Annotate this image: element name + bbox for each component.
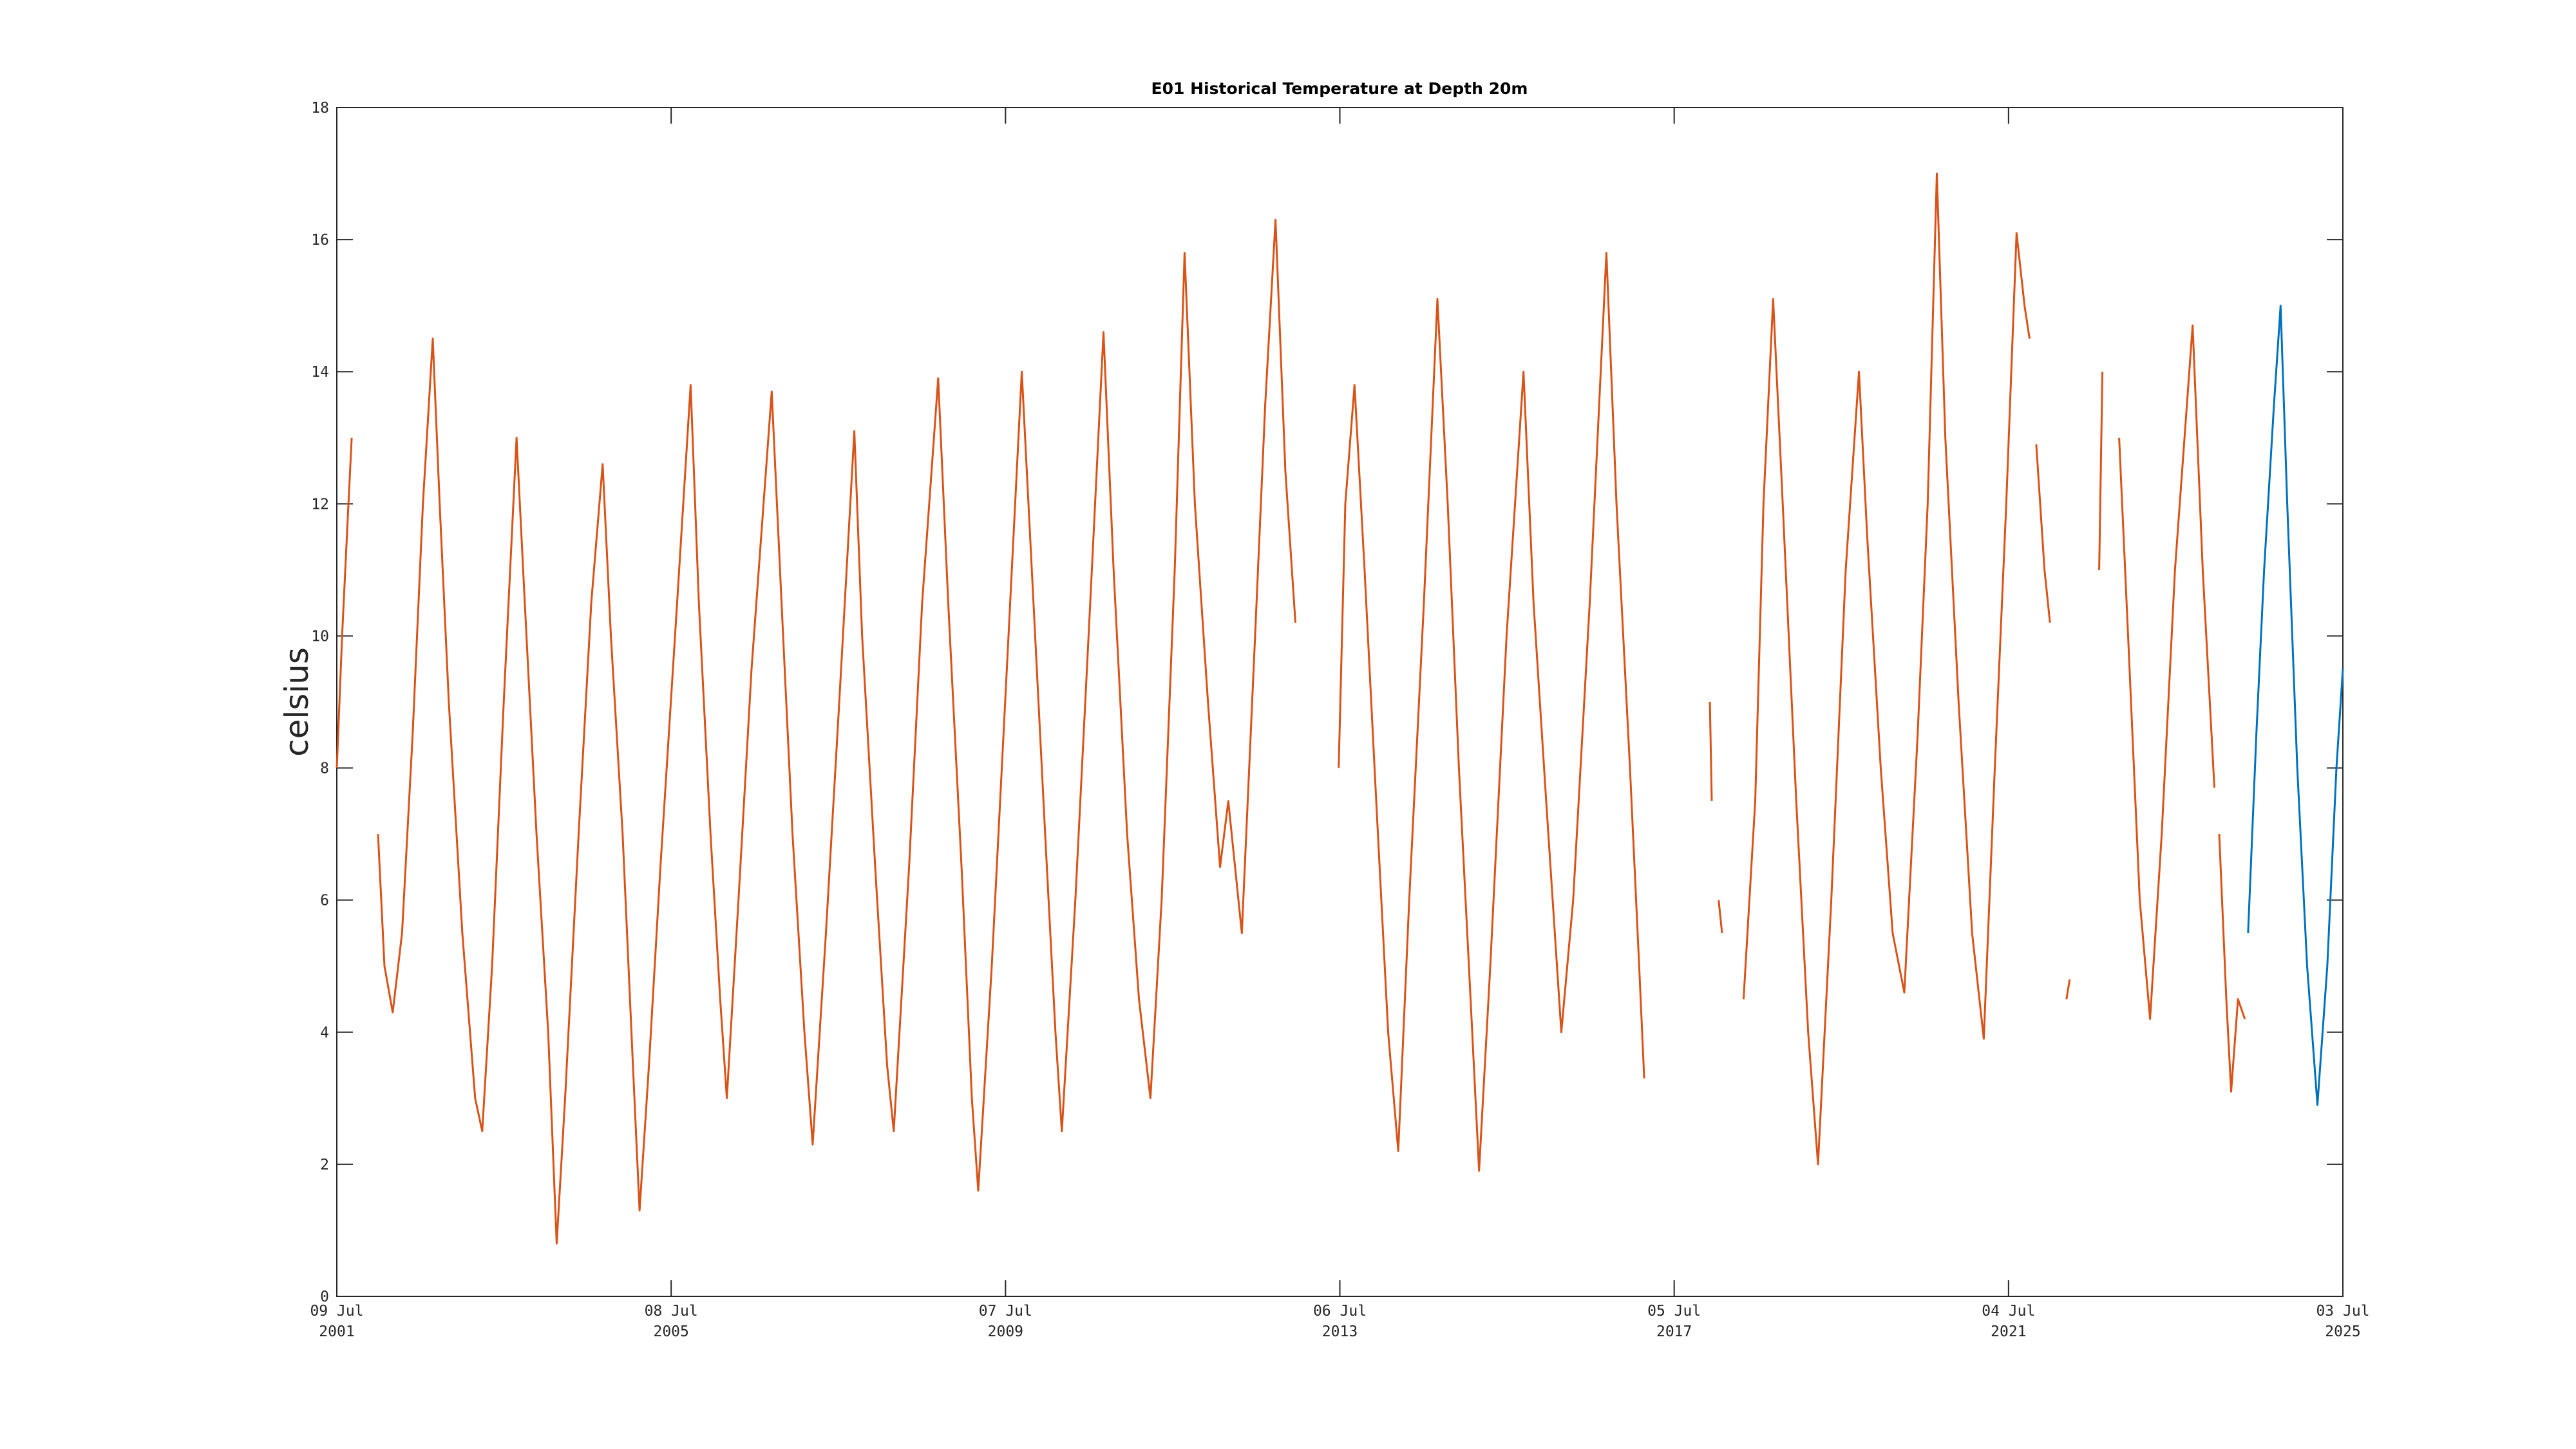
x-tick-label: 05 Jul <box>1647 1303 1701 1320</box>
x-tick-label: 2025 <box>2325 1323 2360 1340</box>
x-tick-label: 03 Jul <box>2316 1303 2369 1320</box>
y-axis-label: celsius <box>278 647 316 757</box>
x-tick-label: 2013 <box>1322 1323 1358 1340</box>
y-tick-label: 14 <box>311 364 329 381</box>
y-tick-label: 4 <box>320 1025 329 1041</box>
temperature-line <box>336 173 2246 1245</box>
y-tick-label: 16 <box>311 232 329 249</box>
y-tick-label: 18 <box>311 100 329 117</box>
x-tick-label: 2017 <box>1656 1323 1692 1340</box>
x-tick-label: 07 Jul <box>979 1303 1032 1320</box>
y-tick-label: 8 <box>320 761 329 777</box>
x-tick-label: 09 Jul <box>310 1303 363 1320</box>
x-tick-label: 2001 <box>319 1323 354 1340</box>
x-tick-label: 08 Jul <box>645 1303 698 1320</box>
chart-title: E01 Historical Temperature at Depth 20m <box>1151 79 1528 98</box>
y-tick-label: 10 <box>311 628 329 645</box>
y-tick-label: 12 <box>311 496 329 513</box>
y-tick-label: 6 <box>320 893 329 909</box>
x-tick-label: 2005 <box>653 1323 688 1340</box>
y-tick-label: 2 <box>320 1157 329 1173</box>
temperature-line <box>2247 305 2344 1106</box>
x-tick-label: 2009 <box>988 1323 1023 1340</box>
x-tick-label: 04 Jul <box>1982 1303 2035 1320</box>
x-tick-label: 2021 <box>1991 1323 2026 1340</box>
x-tick-label: 06 Jul <box>1313 1303 1367 1320</box>
y-tick-label: 0 <box>320 1289 329 1305</box>
